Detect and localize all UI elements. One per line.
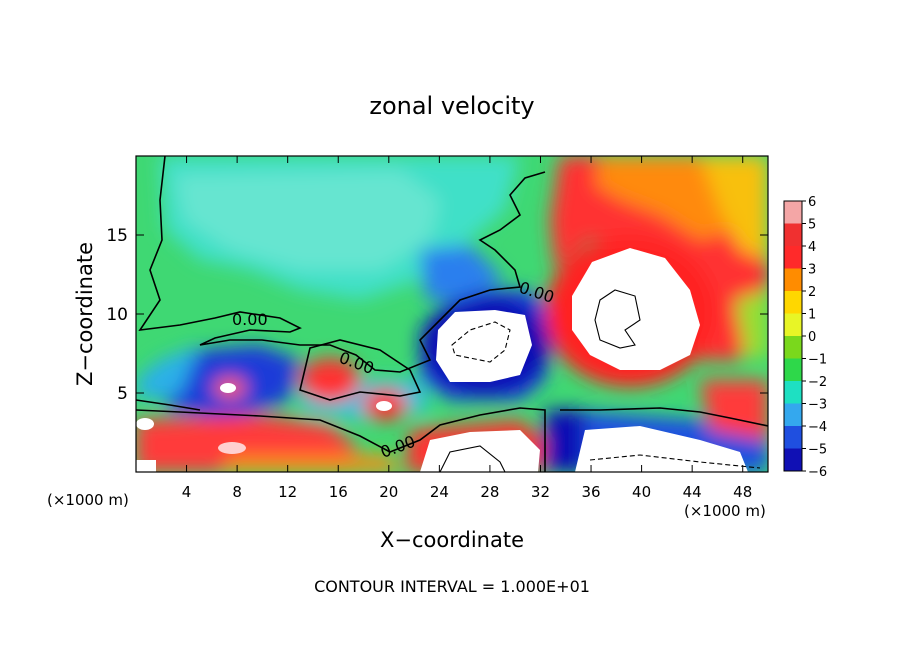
x-tick-label: 36 (581, 483, 600, 501)
colorbar-swatch (784, 313, 802, 337)
x-tick-label: 24 (430, 483, 449, 501)
white-blob-center (436, 310, 532, 382)
white-blob-small-b (376, 401, 392, 411)
y-axis-label: Z−coordinate (73, 242, 97, 386)
field-halo-red-blob-a (300, 358, 360, 402)
x-tick-label: 20 (379, 483, 398, 501)
colorbar-swatch (784, 381, 802, 404)
x-axis: 4 8 12 16 20 24 28 32 36 40 44 48 (182, 156, 752, 501)
field-region-bottom-orange (220, 455, 400, 472)
y-axis: 5 10 15 (106, 226, 768, 404)
colorbar: 6 5 4 3 2 1 0 −1 −2 −3 −4 −5 −6 (783, 195, 827, 480)
x-tick-label: 32 (531, 483, 550, 501)
contour-lines (136, 156, 768, 472)
contour-inner-right (594, 289, 641, 349)
contour-zero-lower (136, 407, 546, 472)
white-blob-bottom-center (420, 430, 540, 472)
colorbar-label: 3 (808, 263, 816, 278)
white-blob-corner (136, 460, 156, 472)
y-tick-label: 5 (117, 384, 128, 404)
y-tick-label: 10 (106, 305, 128, 325)
contour-zero-box (299, 339, 422, 401)
field-region-upper-yellow (700, 156, 768, 260)
colorbar-swatch (784, 448, 802, 472)
contour-dashed-center (451, 321, 511, 363)
colorbar-swatch (784, 201, 802, 224)
colorbar-label: −2 (808, 375, 827, 390)
field-region-blue-plume (420, 245, 505, 300)
x-tick-label: 12 (278, 483, 297, 501)
x-unit-right: (×1000 m) (684, 502, 766, 520)
chart-title: zonal velocity (369, 92, 534, 120)
white-blob-small-a (220, 383, 236, 393)
saturated-regions (136, 248, 748, 472)
white-blob-right (572, 248, 700, 370)
colorbar-swatch (784, 291, 802, 314)
contour-zero-upper (138, 156, 546, 373)
colorbar-swatch (784, 268, 802, 292)
colorbar-swatch (784, 223, 802, 247)
field-region-left-cyan (136, 345, 200, 400)
colorbar-swatch (784, 426, 802, 449)
plot-area: 0.00 0.00 0.00 0.00 (136, 156, 768, 472)
colorbar-label: −1 (808, 353, 827, 368)
contour-interval-note: CONTOUR INTERVAL = 1.000E+01 (314, 577, 590, 596)
x-unit-left: (×1000 m) (47, 491, 129, 509)
colorbar-label: 5 (808, 218, 816, 233)
x-tick-label: 16 (329, 483, 348, 501)
contour-label: 0.00 (232, 310, 268, 329)
colorbar-label: 0 (808, 330, 816, 345)
contour-zero-right (560, 407, 768, 427)
x-tick-label: 4 (182, 483, 192, 501)
contour-dashed-bottom (589, 454, 761, 469)
colorbar-label: 1 (808, 308, 816, 323)
white-blob-bottom-right (575, 426, 748, 472)
contour-inner-bottom (439, 445, 506, 472)
colorbar-label: 2 (808, 285, 816, 300)
field-region-upper-cyan-light (175, 170, 440, 270)
colorbar-swatch (784, 246, 802, 269)
field-region-blue-column (545, 410, 585, 472)
colorbar-swatch (784, 358, 802, 382)
field-region-upper-orange (595, 156, 740, 240)
white-blob-small-c (136, 418, 154, 430)
y-tick-label: 15 (106, 226, 128, 246)
colorbar-label: 6 (808, 195, 816, 210)
colorbar-label: −6 (808, 465, 827, 480)
colorbar-label: 4 (808, 240, 816, 255)
contour-zero-midleft (136, 399, 201, 411)
x-tick-label: 28 (480, 483, 499, 501)
x-axis-label: X−coordinate (380, 528, 524, 552)
colorbar-label: −3 (808, 398, 827, 413)
colorbar-label: −5 (808, 443, 827, 458)
colorbar-swatch (784, 403, 802, 427)
x-tick-label: 48 (733, 483, 752, 501)
field-region-lower-right-red (700, 380, 768, 440)
x-tick-label: 44 (683, 483, 702, 501)
field-region-right-green (735, 290, 768, 360)
x-tick-label: 40 (632, 483, 651, 501)
colorbar-label: −4 (808, 420, 827, 435)
x-tick-label: 8 (232, 483, 242, 501)
colorbar-swatch (784, 336, 802, 359)
white-blob-small-d (218, 442, 246, 454)
